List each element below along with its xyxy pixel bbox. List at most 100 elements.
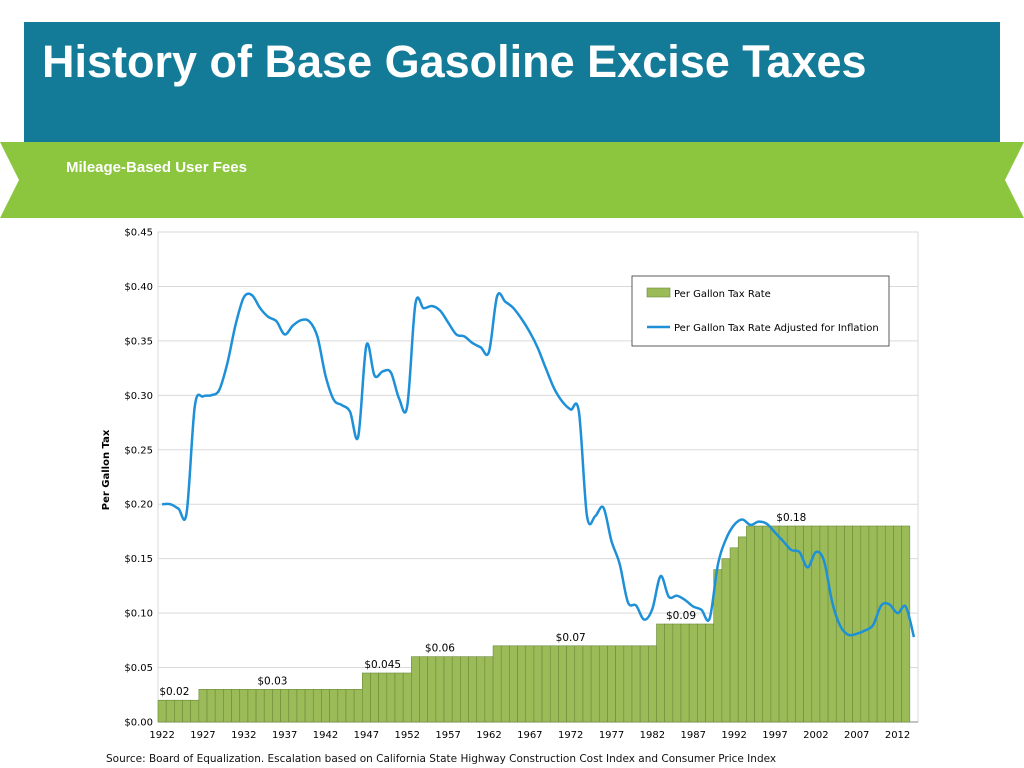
source-note: Source: Board of Equalization. Escalatio… xyxy=(106,753,777,765)
bar xyxy=(411,656,420,723)
bar xyxy=(533,645,543,723)
bar xyxy=(639,645,649,723)
y-tick-label: $0.15 xyxy=(124,554,153,565)
bar xyxy=(525,645,535,723)
x-tick-label: 1947 xyxy=(354,730,379,740)
bar xyxy=(157,699,167,723)
bar xyxy=(598,645,608,723)
bar xyxy=(860,525,870,723)
bar xyxy=(296,689,306,723)
x-tick-label: 1987 xyxy=(681,730,706,740)
bar xyxy=(786,525,796,723)
y-tick-label: $0.20 xyxy=(124,500,153,511)
bar xyxy=(500,645,510,723)
bar xyxy=(517,645,527,723)
bar xyxy=(247,689,257,723)
bar xyxy=(443,656,453,723)
bar xyxy=(762,525,772,723)
y-tick-label: $0.05 xyxy=(124,663,153,674)
bar xyxy=(697,623,706,723)
bar xyxy=(705,623,714,723)
bar xyxy=(885,525,894,723)
bar xyxy=(370,672,379,723)
x-tick-label: 1922 xyxy=(149,730,174,740)
bar xyxy=(272,689,281,723)
bar xyxy=(778,525,788,723)
legend-bar-swatch xyxy=(646,287,671,298)
bar xyxy=(304,689,314,723)
bar xyxy=(214,689,224,723)
bar xyxy=(680,623,690,723)
bar xyxy=(451,656,461,723)
bar xyxy=(746,525,755,723)
y-tick-label: $0.10 xyxy=(124,609,153,620)
bar xyxy=(566,645,576,723)
value-labels: $0.02 $0.03 $0.045 $0.06 $0.07 $0.09 $0.18 xyxy=(159,512,806,698)
bar xyxy=(337,689,347,723)
bar xyxy=(378,672,388,723)
bar xyxy=(460,656,469,723)
bar xyxy=(321,689,330,723)
bar xyxy=(329,689,339,723)
y-tick-label: $0.30 xyxy=(124,391,153,402)
value-label: $0.03 xyxy=(257,675,287,687)
y-axis-label: Per Gallon Tax xyxy=(101,429,112,510)
bar xyxy=(737,536,747,723)
bar xyxy=(427,656,437,723)
y-tick-label: $0.25 xyxy=(124,445,153,456)
bar xyxy=(803,525,813,723)
bar xyxy=(656,623,665,723)
bar xyxy=(901,525,911,723)
bar xyxy=(345,689,355,723)
bar xyxy=(362,672,371,723)
bar xyxy=(509,645,518,723)
bar xyxy=(688,623,698,723)
bar xyxy=(198,689,208,723)
y-tick-label: $0.35 xyxy=(124,336,153,347)
bar xyxy=(754,525,764,723)
x-tick-label: 1957 xyxy=(435,730,460,740)
bar xyxy=(770,525,780,723)
title-bar xyxy=(24,22,1000,144)
x-tick-label: 1992 xyxy=(721,730,746,740)
x-tick-label: 2007 xyxy=(844,730,869,740)
bar xyxy=(231,689,241,723)
legend-bar-label: Per Gallon Tax Rate xyxy=(674,289,771,300)
bar xyxy=(631,645,641,723)
bar xyxy=(852,525,862,723)
bar xyxy=(476,656,486,723)
bar xyxy=(435,656,445,723)
bar xyxy=(607,645,616,723)
bar xyxy=(223,689,232,723)
bar xyxy=(182,699,191,723)
x-tick-label: 1977 xyxy=(599,730,624,740)
x-tick-label: 1942 xyxy=(313,730,338,740)
bar xyxy=(492,645,502,723)
value-label: $0.09 xyxy=(666,610,696,622)
bar xyxy=(844,525,853,723)
y-tick-label: $0.40 xyxy=(124,282,153,293)
bar xyxy=(549,645,559,723)
bar xyxy=(190,699,200,723)
bar xyxy=(574,645,584,723)
bar xyxy=(312,689,322,723)
bar xyxy=(174,699,183,723)
bar xyxy=(386,672,396,723)
bar xyxy=(729,547,739,723)
x-tick-label: 1952 xyxy=(395,730,420,740)
value-label: $0.07 xyxy=(556,632,586,644)
bar xyxy=(468,656,478,723)
bar-series xyxy=(157,525,911,723)
y-tick-label: $0.45 xyxy=(124,228,153,239)
x-tick-label: 1932 xyxy=(231,730,256,740)
legend: Per Gallon Tax Rate Per Gallon Tax Rate … xyxy=(631,275,890,347)
x-tick-labels: 1922 1927 1932 1937 1942 1947 1952 1957 1962 1967… xyxy=(149,730,910,740)
bar xyxy=(402,672,412,723)
bar xyxy=(263,689,273,723)
bar xyxy=(353,689,363,723)
bar xyxy=(876,525,886,723)
bar xyxy=(165,699,175,723)
bar xyxy=(280,689,290,723)
bar xyxy=(558,645,567,723)
line-series xyxy=(162,292,916,638)
